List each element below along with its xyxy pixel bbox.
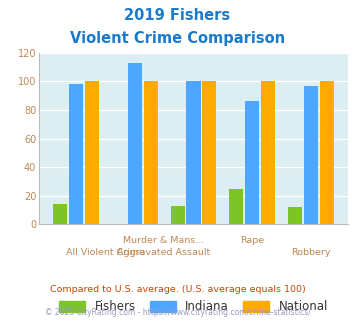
Text: Violent Crime Comparison: Violent Crime Comparison bbox=[70, 31, 285, 46]
Bar bbox=[85, 82, 99, 224]
Bar bbox=[320, 82, 334, 224]
Bar bbox=[186, 82, 201, 224]
Bar bbox=[288, 207, 302, 224]
Bar bbox=[128, 63, 142, 224]
Text: All Violent Crime: All Violent Crime bbox=[66, 248, 145, 257]
Text: Aggravated Assault: Aggravated Assault bbox=[118, 248, 211, 257]
Bar bbox=[261, 82, 275, 224]
Legend: Fishers, Indiana, National: Fishers, Indiana, National bbox=[54, 295, 333, 318]
Text: Murder & Mans...: Murder & Mans... bbox=[124, 236, 205, 246]
Bar bbox=[229, 189, 244, 224]
Text: Compared to U.S. average. (U.S. average equals 100): Compared to U.S. average. (U.S. average … bbox=[50, 285, 305, 294]
Bar bbox=[304, 86, 318, 224]
Text: © 2025 CityRating.com - https://www.cityrating.com/crime-statistics/: © 2025 CityRating.com - https://www.city… bbox=[45, 308, 310, 316]
Text: Robbery: Robbery bbox=[291, 248, 331, 257]
Bar bbox=[170, 206, 185, 224]
Bar bbox=[245, 101, 259, 224]
Bar bbox=[143, 82, 158, 224]
Bar bbox=[53, 204, 67, 224]
Text: Rape: Rape bbox=[240, 236, 264, 246]
Bar bbox=[202, 82, 217, 224]
Text: 2019 Fishers: 2019 Fishers bbox=[125, 8, 230, 23]
Bar bbox=[69, 84, 83, 224]
